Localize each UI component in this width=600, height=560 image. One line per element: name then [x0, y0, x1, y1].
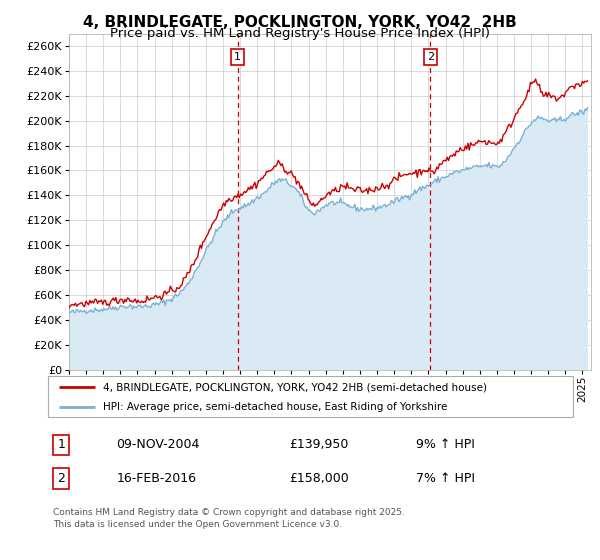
Text: £139,950: £139,950	[290, 438, 349, 451]
Text: 16-FEB-2016: 16-FEB-2016	[116, 472, 196, 485]
Text: 1: 1	[57, 438, 65, 451]
Text: Contains HM Land Registry data © Crown copyright and database right 2025.
This d: Contains HM Land Registry data © Crown c…	[53, 508, 405, 529]
Text: HPI: Average price, semi-detached house, East Riding of Yorkshire: HPI: Average price, semi-detached house,…	[103, 402, 448, 412]
Text: Price paid vs. HM Land Registry's House Price Index (HPI): Price paid vs. HM Land Registry's House …	[110, 27, 490, 40]
Text: 4, BRINDLEGATE, POCKLINGTON, YORK, YO42  2HB: 4, BRINDLEGATE, POCKLINGTON, YORK, YO42 …	[83, 15, 517, 30]
Text: 1: 1	[234, 52, 241, 62]
Text: 7% ↑ HPI: 7% ↑ HPI	[415, 472, 475, 485]
FancyBboxPatch shape	[48, 376, 573, 417]
Text: £158,000: £158,000	[290, 472, 349, 485]
Text: 2: 2	[427, 52, 434, 62]
Text: 4, BRINDLEGATE, POCKLINGTON, YORK, YO42 2HB (semi-detached house): 4, BRINDLEGATE, POCKLINGTON, YORK, YO42 …	[103, 382, 487, 393]
Text: 9% ↑ HPI: 9% ↑ HPI	[415, 438, 475, 451]
Text: 2: 2	[57, 472, 65, 485]
Text: 09-NOV-2004: 09-NOV-2004	[116, 438, 200, 451]
